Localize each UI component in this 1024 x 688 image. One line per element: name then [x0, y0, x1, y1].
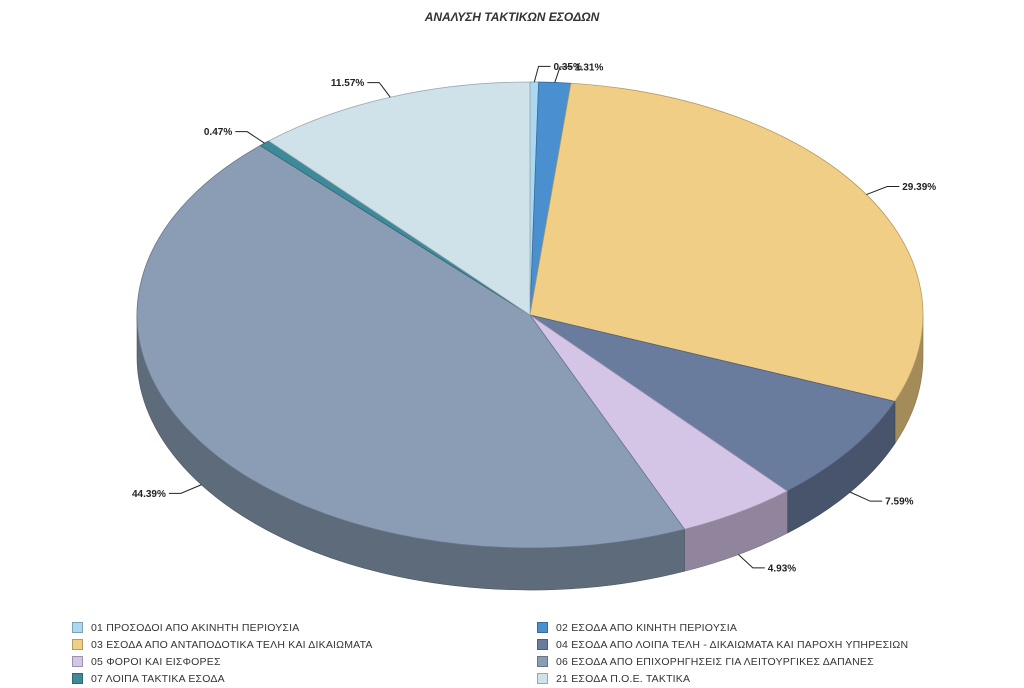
leader-line-1: [554, 66, 573, 83]
pie-slice-2: [529, 82, 924, 402]
pie-labels: 0.35%1.31% 29.39% 7.59% 4.93% 44.39% 0.47% 11.…: [132, 62, 936, 574]
data-label-7: 11.57%: [331, 78, 364, 89]
legend-label: 07 ΛΟΙΠΑ ΤΑΚΤΙΚΑ ΕΣΟΔΑ: [91, 672, 225, 685]
legend-label: 21 ΕΣΟΔΑ Π.Ο.Ε. ΤΑΚΤΙΚΑ: [556, 672, 691, 685]
legend-label: 02 ΕΣΟΔΑ ΑΠΟ ΚΙΝΗΤΗ ΠΕΡΙΟΥΣΙΑ: [556, 621, 738, 634]
legend-item-06: 06 ΕΣΟΔΑ ΑΠΟ ΕΠΙΧΟΡΗΓΗΣΕΙΣ ΓΙΑ ΛΕΙΤΟΥΡΓΙ…: [537, 654, 972, 669]
legend-label: 03 ΕΣΟΔΑ ΑΠΟ ΑΝΤΑΠΟΔΟΤΙΚΑ ΤΕΛΗ ΚΑΙ ΔΙΚΑΙ…: [91, 638, 373, 651]
legend-item-03: 03 ΕΣΟΔΑ ΑΠΟ ΑΝΤΑΠΟΔΟΤΙΚΑ ΤΕΛΗ ΚΑΙ ΔΙΚΑΙ…: [72, 637, 537, 652]
legend-item-07: 07 ΛΟΙΠΑ ΤΑΚΤΙΚΑ ΕΣΟΔΑ: [72, 671, 537, 686]
legend-swatch: [537, 656, 548, 667]
legend-item-01: 01 ΠΡΟΣΟΔΟΙ ΑΠΟ ΑΚΙΝΗΤΗ ΠΕΡΙΟΥΣΙΑ: [72, 620, 537, 635]
data-label-2: 29.39%: [902, 182, 936, 193]
leader-line-7: [367, 82, 391, 98]
leader-line-2: [866, 185, 900, 196]
leader-line-6: [235, 131, 265, 144]
data-label-1: 1.31%: [575, 62, 603, 73]
chart-title: ΑΝΑΛΥΣΗ ΤΑΚΤΙΚΩΝ ΕΣΟΔΩΝ: [424, 10, 600, 24]
leader-line-0: [533, 65, 551, 83]
legend-item-21: 21 ΕΣΟΔΑ Π.Ο.Ε. ΤΑΚΤΙΚΑ: [537, 671, 972, 686]
leader-line-3: [849, 491, 883, 502]
legend-label: 04 ΕΣΟΔΑ ΑΠΟ ΛΟΙΠΑ ΤΕΛΗ - ΔΙΚΑΙΩΜΑΤΑ ΚΑΙ…: [556, 638, 909, 651]
legend-swatch: [72, 656, 83, 667]
data-label-3: 7.59%: [885, 497, 913, 508]
legend-label: 06 ΕΣΟΔΑ ΑΠΟ ΕΠΙΧΟΡΗΓΗΣΕΙΣ ΓΙΑ ΛΕΙΤΟΥΡΓΙ…: [556, 655, 874, 668]
pie-slice-5: [136, 145, 686, 549]
pie-tops: [136, 81, 924, 549]
legend: 01 ΠΡΟΣΟΔΟΙ ΑΠΟ ΑΚΙΝΗΤΗ ΠΕΡΙΟΥΣΙΑ 02 ΕΣΟ…: [72, 620, 972, 686]
data-label-4: 4.93%: [768, 563, 796, 574]
legend-swatch: [72, 622, 83, 633]
legend-swatch: [537, 622, 548, 633]
legend-item-05: 05 ΦΟΡΟΙ ΚΑΙ ΕΙΣΦΟΡΕΣ: [72, 654, 537, 669]
legend-item-02: 02 ΕΣΟΔΑ ΑΠΟ ΚΙΝΗΤΗ ΠΕΡΙΟΥΣΙΑ: [537, 620, 972, 635]
legend-item-04: 04 ΕΣΟΔΑ ΑΠΟ ΛΟΙΠΑ ΤΕΛΗ - ΔΙΚΑΙΩΜΑΤΑ ΚΑΙ…: [537, 637, 972, 652]
legend-swatch: [72, 673, 83, 684]
legend-swatch: [537, 673, 548, 684]
leader-line-4: [738, 554, 765, 569]
legend-label: 01 ΠΡΟΣΟΔΟΙ ΑΠΟ ΑΚΙΝΗΤΗ ΠΕΡΙΟΥΣΙΑ: [91, 621, 300, 634]
data-label-0: 0.35%: [554, 62, 582, 73]
data-label-6: 0.47%: [204, 127, 232, 138]
data-label-5: 44.39%: [132, 489, 166, 500]
leader-line-5: [168, 484, 202, 494]
legend-label: 05 ΦΟΡΟΙ ΚΑΙ ΕΙΣΦΟΡΕΣ: [91, 655, 221, 668]
legend-swatch: [72, 639, 83, 650]
legend-swatch: [537, 639, 548, 650]
pie-slice-3: [529, 314, 896, 492]
